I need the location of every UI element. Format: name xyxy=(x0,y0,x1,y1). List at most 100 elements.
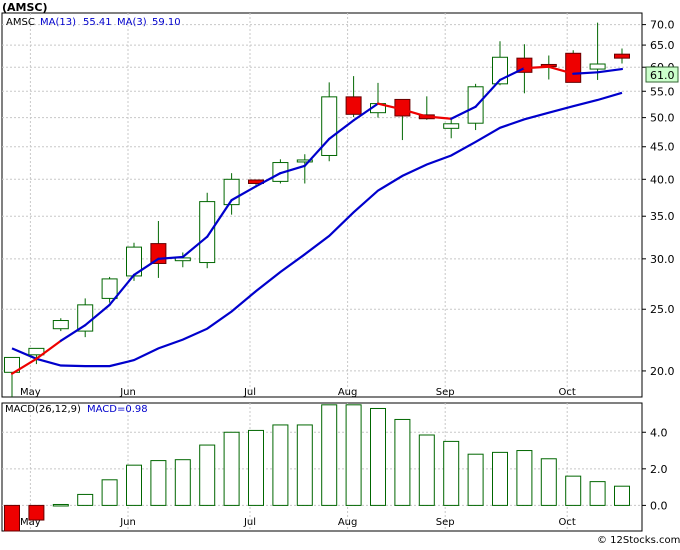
ma3-segment-2 xyxy=(59,324,87,342)
price-tick-label-7: 35.0 xyxy=(650,210,675,223)
legend-ma3-label: MA(3) xyxy=(117,17,147,28)
candle-body-18 xyxy=(443,123,460,129)
ma3-segment-20 xyxy=(498,67,526,82)
candle-body-3 xyxy=(77,304,94,332)
macd-bar-3 xyxy=(77,493,94,506)
macd-bar-7 xyxy=(174,459,191,506)
last-price-label: 61.0 xyxy=(645,66,679,83)
price-x-label-2: Jul xyxy=(243,387,256,398)
price-x-label-0: May xyxy=(20,387,41,398)
ma3-segment-4 xyxy=(108,273,136,306)
last-price-text: 61.0 xyxy=(650,69,675,82)
candle-body-6 xyxy=(150,243,167,264)
candle-body-2 xyxy=(52,320,69,330)
candle-4 xyxy=(101,276,118,303)
candle-body-12 xyxy=(296,159,313,163)
ma3-segment-21 xyxy=(523,65,550,70)
macd-bar-21 xyxy=(516,450,533,506)
legend-ma13-label: MA(13) xyxy=(40,17,76,28)
price-panel-frame xyxy=(1,12,643,398)
candle-25 xyxy=(614,48,630,64)
macd-x-axis: May Jun Jul Aug Sep Oct xyxy=(20,517,576,528)
ma13-path xyxy=(11,91,623,368)
price-tick-label-6: 40.0 xyxy=(650,173,675,186)
ma3-segment-22 xyxy=(547,65,575,75)
macd-bar-0 xyxy=(4,504,20,532)
price-x-label-1: Jun xyxy=(119,387,136,398)
legend-ma3-value: 59.10 xyxy=(152,17,181,28)
candle-body-13 xyxy=(321,96,338,156)
macd-bar-2 xyxy=(52,503,69,507)
price-tick-label-0: 70.0 xyxy=(650,19,675,32)
candle-1 xyxy=(28,347,45,365)
candle-body-8 xyxy=(199,201,216,264)
macd-bar-23 xyxy=(565,475,582,506)
price-grid xyxy=(2,13,642,397)
price-tick-label-1: 65.0 xyxy=(650,39,675,52)
macd-legend-value: MACD=0.98 xyxy=(87,404,148,415)
macd-bar-19 xyxy=(467,453,484,506)
macd-x-label-2: Jul xyxy=(243,517,256,528)
macd-bar-18 xyxy=(443,440,460,506)
price-x-label-3: Aug xyxy=(338,387,358,398)
macd-bar-16 xyxy=(394,418,411,506)
candle-18 xyxy=(443,118,460,139)
ma3-segment-7 xyxy=(181,235,209,259)
price-y-axis: 70.065.060.055.050.045.040.035.030.025.0… xyxy=(642,19,675,378)
macd-legend: MACD(26,12,9) MACD=0.98 xyxy=(5,404,148,415)
candle-23 xyxy=(565,50,582,83)
price-x-label-4: Sep xyxy=(436,387,455,398)
ma3-segment-14 xyxy=(352,102,380,122)
macd-bar-5 xyxy=(126,464,142,506)
candle-body-4 xyxy=(101,278,118,299)
candle-body-1 xyxy=(28,347,45,356)
macd-bar-14 xyxy=(345,404,362,506)
ma3-segment-1 xyxy=(35,339,62,360)
ma13-line xyxy=(11,91,623,368)
macd-bar-12 xyxy=(296,424,313,506)
chart-title: (AMSC) xyxy=(2,1,48,14)
ma3-segment-3 xyxy=(84,303,111,327)
legend-symbol: AMSC xyxy=(6,17,35,28)
price-tick-label-4: 50.0 xyxy=(650,112,675,125)
ma3-segment-16 xyxy=(401,108,428,118)
macd-bar-22 xyxy=(540,458,557,506)
candle-body-24 xyxy=(589,63,606,70)
ma3-segment-6 xyxy=(157,255,184,260)
candle-3 xyxy=(77,298,94,338)
macd-bar-13 xyxy=(321,404,338,506)
macd-bar-4 xyxy=(101,479,118,506)
macd-bar-17 xyxy=(418,434,435,506)
macd-bar-25 xyxy=(614,485,630,506)
macd-bar-20 xyxy=(492,451,508,506)
ma3-segment-10 xyxy=(254,172,282,188)
ma3-segment-12 xyxy=(303,137,331,167)
price-tick-label-8: 30.0 xyxy=(650,253,675,266)
candle-2 xyxy=(52,318,69,332)
macd-x-label-4: Sep xyxy=(436,517,455,528)
candle-14 xyxy=(345,76,362,118)
macd-x-label-0: May xyxy=(20,517,41,528)
candle-8 xyxy=(199,192,216,269)
macd-legend-label: MACD(26,12,9) xyxy=(5,404,81,415)
macd-bar-1 xyxy=(28,504,45,521)
price-x-label-5: Oct xyxy=(559,387,576,398)
legend-ma13-value: 55.41 xyxy=(83,17,112,28)
price-tick-label-9: 25.0 xyxy=(650,303,675,316)
ma3-segment-5 xyxy=(132,257,160,277)
ma3-segment-24 xyxy=(596,67,624,74)
macd-bar-10 xyxy=(248,429,264,506)
footer-credit: © 12Stocks.com xyxy=(597,535,680,546)
macd-x-label-3: Aug xyxy=(338,517,358,528)
ma3-segment-17 xyxy=(425,115,453,120)
candle-body-23 xyxy=(565,52,582,83)
candle-24 xyxy=(589,22,606,80)
macd-bars xyxy=(4,404,630,532)
candle-0 xyxy=(4,356,20,397)
ma3-segment-0 xyxy=(10,357,38,375)
macd-bar-11 xyxy=(272,424,289,506)
ma3-segment-19 xyxy=(474,78,502,108)
ma3-segment-13 xyxy=(328,119,355,140)
macd-y-axis: 4.0 2.0 0.0 xyxy=(642,426,668,512)
